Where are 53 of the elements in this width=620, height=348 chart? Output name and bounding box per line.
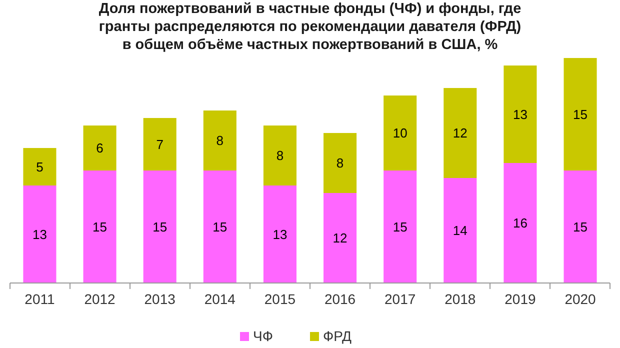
bar xyxy=(384,96,417,170)
bar xyxy=(504,163,537,283)
bar xyxy=(23,186,56,283)
data-label: 8 xyxy=(336,156,344,171)
data-label: 5 xyxy=(36,159,44,174)
bar xyxy=(143,170,176,283)
bar xyxy=(203,110,236,170)
x-tick-label: 2018 xyxy=(444,291,476,307)
data-label: 12 xyxy=(452,126,468,141)
x-tick-label: 2015 xyxy=(264,291,296,307)
bar xyxy=(324,133,357,193)
data-label: 15 xyxy=(92,219,108,234)
data-label: 14 xyxy=(452,223,468,238)
chart-title: Доля пожертвований в частные фонды (ЧФ) и фонды, где гранты распределяются по рекомендации давателя (ФРД) в общем объёме частных пожертвований в США, % xyxy=(98,1,522,53)
legend-label: ЧФ xyxy=(253,328,273,344)
x-tick-label: 2020 xyxy=(564,291,596,307)
bar xyxy=(564,170,597,283)
bar xyxy=(444,178,477,283)
x-tick-label: 2016 xyxy=(324,291,356,307)
x-tick-label: 2014 xyxy=(204,291,236,307)
data-label: 8 xyxy=(216,133,224,148)
data-label: 15 xyxy=(573,219,588,234)
legend-label: ФРД xyxy=(323,328,352,344)
bar xyxy=(324,193,357,283)
bar xyxy=(384,170,417,283)
data-label: 13 xyxy=(32,226,47,242)
bar xyxy=(444,88,477,178)
data-label: 13 xyxy=(272,226,288,242)
x-tick-label: 2019 xyxy=(504,291,536,307)
data-label: 7 xyxy=(156,136,164,152)
bar xyxy=(203,170,236,283)
x-tick-label: 2017 xyxy=(384,291,416,307)
data-label: 16 xyxy=(512,216,528,231)
bar xyxy=(263,126,296,186)
data-label: 12 xyxy=(332,230,348,246)
bar xyxy=(83,126,116,170)
bar xyxy=(504,66,537,163)
data-label: 15 xyxy=(152,219,168,234)
data-label: 15 xyxy=(392,219,408,234)
bar xyxy=(23,148,56,186)
data-label: 8 xyxy=(276,148,284,164)
bar xyxy=(564,58,597,170)
bar xyxy=(263,186,296,283)
bar xyxy=(143,118,176,170)
x-tick-label: 2012 xyxy=(84,291,116,307)
x-tick-label: 2011 xyxy=(24,291,55,307)
data-label: 15 xyxy=(573,106,588,122)
data-label: 10 xyxy=(392,126,408,141)
x-tick-label: 2013 xyxy=(144,291,176,307)
data-label: 13 xyxy=(512,106,528,122)
bar xyxy=(83,170,116,283)
data-label: 15 xyxy=(212,219,228,234)
data-label: 6 xyxy=(96,140,104,156)
